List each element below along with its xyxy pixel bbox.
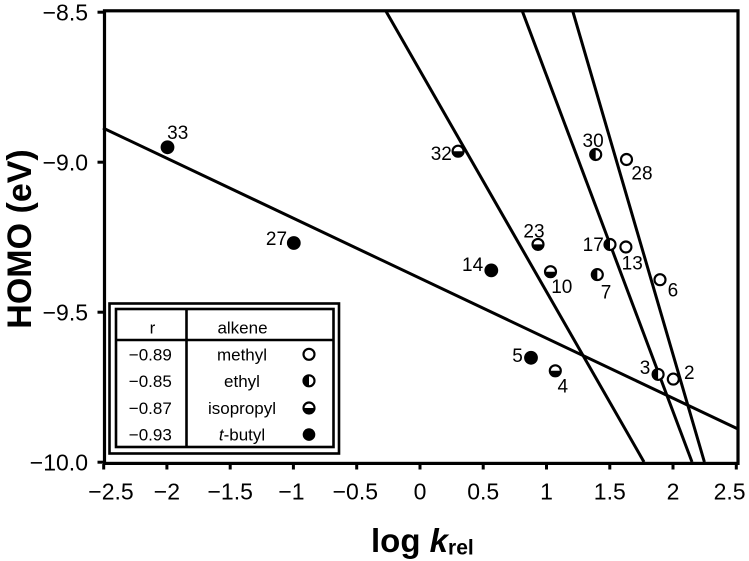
svg-text:methyl: methyl [217,346,267,365]
svg-text:−8.5: −8.5 [43,0,88,25]
svg-text:28: 28 [631,164,652,185]
svg-text:7: 7 [601,283,612,304]
svg-text:0: 0 [414,479,427,505]
svg-text:13: 13 [622,253,643,274]
svg-text:−0.93: −0.93 [129,426,172,445]
svg-text:32: 32 [431,144,452,165]
svg-text:−9.0: −9.0 [43,149,88,175]
svg-text:−0.5: −0.5 [333,479,378,505]
svg-text:14: 14 [462,255,484,276]
svg-text:−2.5: −2.5 [88,479,133,505]
svg-text:HOMO (eV): HOMO (eV) [1,149,39,328]
svg-text:isopropyl: isopropyl [208,399,276,418]
svg-text:−9.5: −9.5 [43,299,88,325]
svg-text:alkene: alkene [217,319,267,338]
svg-text:0.5: 0.5 [467,479,499,505]
svg-text:−0.85: −0.85 [129,372,172,391]
svg-text:4: 4 [558,376,569,397]
svg-text:2.5: 2.5 [714,479,746,505]
svg-text:6: 6 [668,281,679,302]
svg-text:2: 2 [684,363,695,384]
svg-text:2: 2 [667,479,680,505]
svg-text:t-butyl: t-butyl [219,426,265,445]
svg-text:−2: −2 [154,479,180,505]
svg-text:−1: −1 [278,479,304,505]
svg-text:10: 10 [551,277,572,298]
svg-text:1.5: 1.5 [594,479,626,505]
svg-text:27: 27 [266,229,287,250]
svg-text:ethyl: ethyl [224,372,260,391]
svg-text:−10.0: −10.0 [30,449,88,475]
svg-text:−0.89: −0.89 [129,346,172,365]
svg-text:−1.5: −1.5 [207,479,252,505]
svg-text:3: 3 [640,358,651,379]
svg-text:5: 5 [512,346,523,367]
svg-text:17: 17 [583,235,604,256]
svg-text:1: 1 [540,479,553,505]
svg-text:log krel: log krel [371,522,474,560]
svg-text:−0.87: −0.87 [129,399,172,418]
svg-text:30: 30 [583,131,604,152]
svg-text:33: 33 [167,123,188,144]
svg-text:23: 23 [523,222,544,243]
svg-text:r: r [150,319,156,338]
